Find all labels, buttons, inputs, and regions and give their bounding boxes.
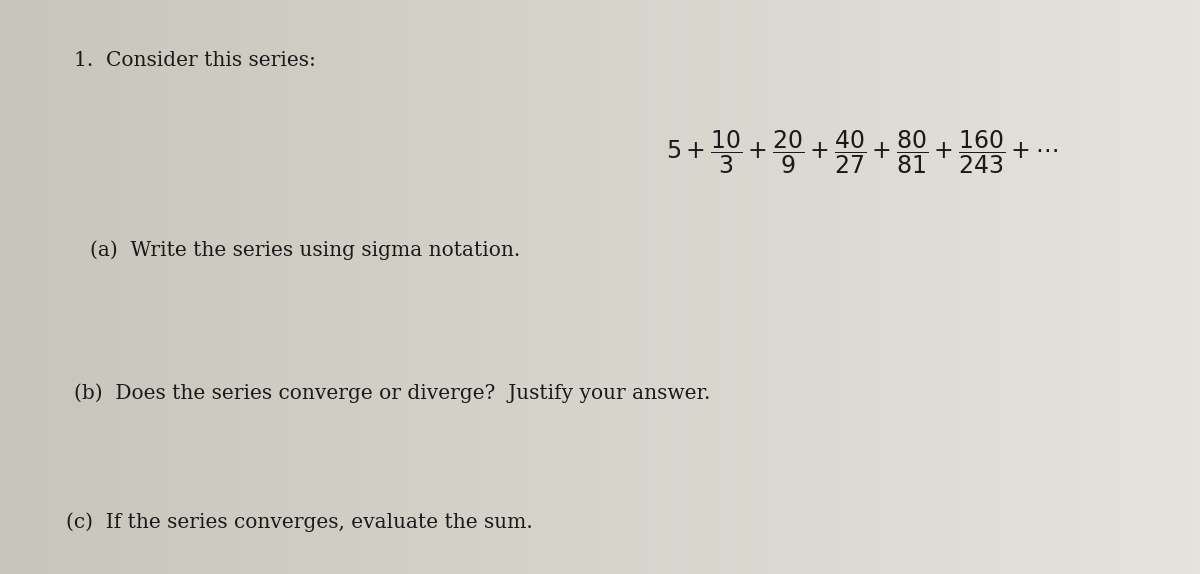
Text: (c)  If the series converges, evaluate the sum.: (c) If the series converges, evaluate th… — [66, 513, 533, 532]
Text: $5+\dfrac{10}{3}+\dfrac{20}{9}+\dfrac{40}{27}+\dfrac{80}{81}+\dfrac{160}{243}+\c: $5+\dfrac{10}{3}+\dfrac{20}{9}+\dfrac{40… — [666, 129, 1058, 176]
Text: (b)  Does the series converge or diverge?  Justify your answer.: (b) Does the series converge or diverge?… — [74, 383, 710, 403]
Text: (a)  Write the series using sigma notation.: (a) Write the series using sigma notatio… — [90, 240, 521, 259]
Text: 1.  Consider this series:: 1. Consider this series: — [74, 51, 317, 70]
